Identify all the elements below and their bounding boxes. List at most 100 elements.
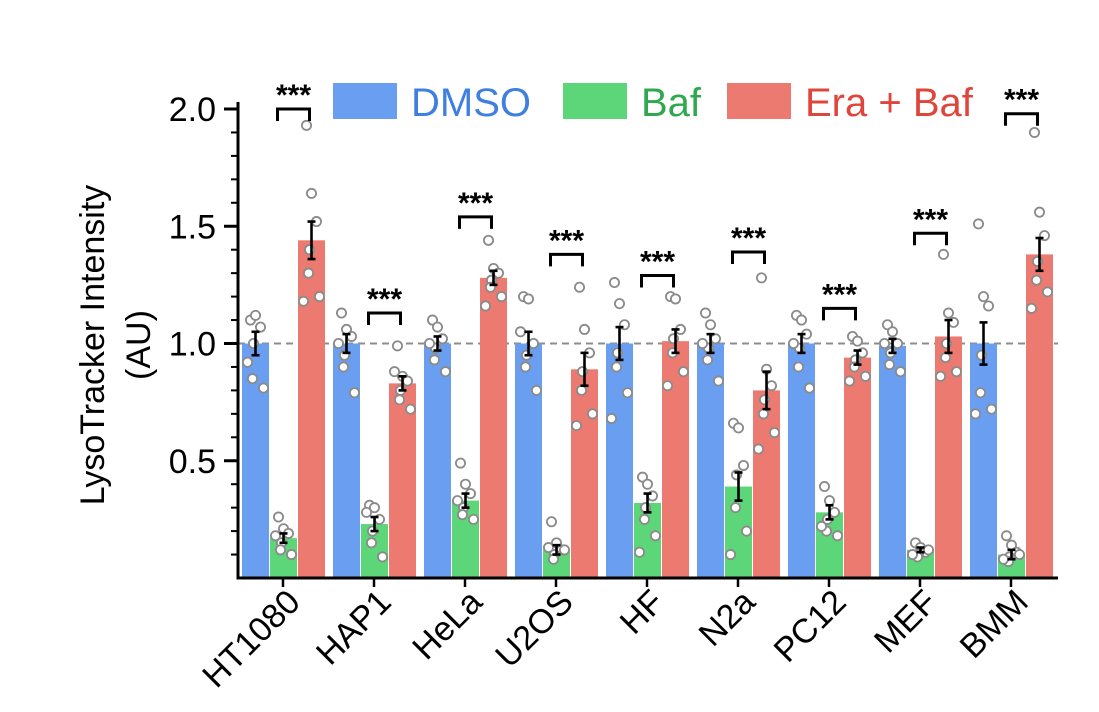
data-point	[923, 544, 935, 556]
data-point	[705, 319, 717, 331]
legend-label-2: Era + Baf	[805, 81, 974, 125]
data-point	[401, 375, 413, 387]
bar-era-baf-u2os	[571, 369, 598, 578]
data-point	[246, 373, 258, 385]
legend-swatch-0	[333, 83, 397, 119]
data-point	[523, 293, 535, 305]
bar-dmso-bmm	[970, 343, 997, 578]
significance-bracket	[731, 250, 766, 265]
data-point	[678, 366, 690, 378]
data-point	[495, 291, 507, 303]
data-point	[951, 366, 963, 378]
data-point	[479, 300, 491, 312]
data-point	[730, 502, 742, 514]
y-tick-label: 1.5	[169, 208, 216, 246]
significance-label: ***	[822, 278, 857, 311]
significance-label: ***	[276, 79, 311, 112]
data-point	[313, 291, 325, 303]
data-point	[756, 272, 768, 284]
data-point	[895, 366, 907, 378]
legend-label-1: Baf	[641, 81, 702, 125]
data-point	[1001, 530, 1013, 542]
data-point	[650, 530, 662, 542]
data-point	[697, 337, 709, 349]
data-point	[1026, 302, 1038, 314]
data-point	[576, 384, 588, 396]
data-point	[456, 509, 468, 521]
data-point	[753, 443, 765, 455]
data-point	[741, 525, 753, 537]
y-tick-label: 1.0	[169, 326, 216, 364]
x-tick-label-ht1080: HT1080	[195, 583, 307, 695]
data-point	[700, 307, 712, 319]
bar-era-baf-n2a	[753, 390, 780, 578]
error-bars-layer	[251, 220, 1044, 561]
data-point	[531, 384, 543, 396]
bar-era-baf-ht1080	[298, 240, 325, 578]
significance-bracket	[1004, 112, 1039, 126]
data-point	[832, 530, 844, 542]
legend: DMSO Baf Era + Baf	[333, 81, 974, 125]
significance-bracket	[822, 306, 857, 321]
data-point	[887, 326, 899, 338]
data-point	[983, 300, 995, 312]
data-point	[935, 370, 947, 382]
data-point	[998, 553, 1010, 565]
data-point	[305, 187, 317, 199]
y-tick-label: 0.5	[169, 443, 216, 481]
data-point	[376, 551, 388, 563]
data-point	[788, 337, 800, 349]
data-point	[634, 546, 646, 558]
data-point	[300, 119, 312, 131]
significance-label: ***	[640, 245, 675, 278]
data-point	[970, 408, 982, 420]
data-point	[824, 495, 836, 507]
data-point	[439, 366, 451, 378]
data-point	[614, 298, 626, 310]
data-point	[725, 549, 737, 561]
data-point	[360, 506, 372, 518]
data-point	[1014, 549, 1026, 561]
bar-dmso-pc12	[788, 343, 815, 578]
data-point	[852, 335, 864, 347]
data-point	[482, 234, 494, 246]
data-point	[574, 281, 586, 293]
data-point	[269, 530, 281, 542]
x-tick-label-bmm: BMM	[953, 583, 1036, 666]
data-point	[796, 314, 808, 326]
data-point	[860, 370, 872, 382]
significance-label: ***	[1004, 84, 1039, 117]
data-point	[241, 356, 253, 368]
data-point	[467, 513, 479, 525]
data-point	[943, 307, 955, 319]
significance-bracket	[276, 107, 311, 121]
bar-dmso-hela	[424, 343, 451, 578]
data-point	[254, 321, 266, 333]
data-point	[1029, 126, 1041, 138]
significance-bracket	[913, 231, 948, 246]
data-point	[335, 307, 347, 319]
data-point	[710, 333, 722, 345]
data-point	[758, 408, 770, 420]
data-point	[892, 337, 904, 349]
x-tick-label-mef: MEF	[867, 583, 945, 661]
data-point	[738, 459, 750, 471]
data-point	[816, 520, 828, 532]
significance-label: ***	[913, 203, 948, 236]
data-point	[587, 408, 599, 420]
data-point	[459, 478, 471, 490]
data-point	[622, 387, 634, 399]
data-point	[940, 352, 952, 364]
data-point	[528, 337, 540, 349]
data-point	[332, 337, 344, 349]
data-point	[548, 553, 560, 565]
data-point	[391, 340, 403, 352]
data-point	[249, 309, 261, 321]
x-tick-label-n2a: N2a	[692, 583, 763, 654]
data-point	[368, 502, 380, 514]
data-point	[543, 542, 555, 554]
data-point	[274, 544, 286, 556]
legend-label-0: DMSO	[411, 81, 531, 125]
data-point	[884, 359, 896, 371]
significance-label: ***	[367, 283, 402, 316]
